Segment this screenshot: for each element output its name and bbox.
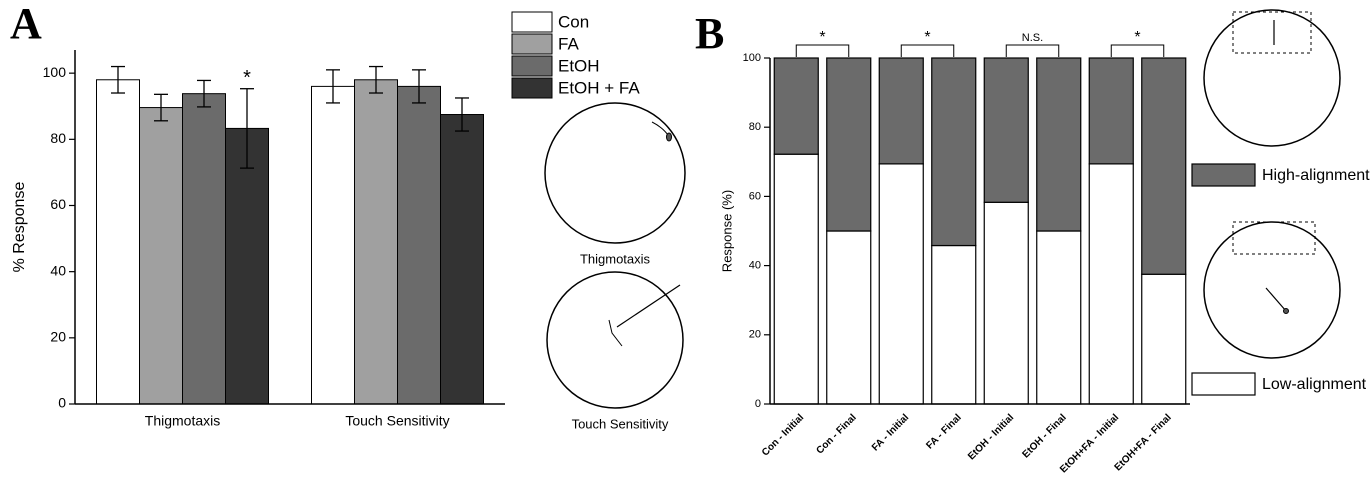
bar-segment — [826, 230, 872, 405]
probe-line — [616, 284, 681, 328]
error-bar — [111, 65, 125, 94]
x-tick-label: EtOH - Initial — [966, 412, 1016, 462]
fish — [608, 319, 623, 347]
bar-segment — [1141, 57, 1187, 275]
bar — [182, 93, 226, 405]
bar — [354, 79, 398, 405]
error-bar — [154, 93, 168, 122]
diagram-label: Thigmotaxis — [580, 251, 651, 266]
bar — [225, 127, 269, 405]
y-tick-label: 100 — [743, 52, 761, 64]
x-tick-label: Con - Initial — [760, 412, 806, 458]
legend-swatch — [511, 33, 553, 55]
bar — [96, 79, 140, 405]
bar-segment — [1088, 57, 1134, 165]
x-tick-label: Thigmotaxis — [145, 413, 220, 429]
bar-segment — [878, 163, 924, 405]
y-tick-label: 60 — [50, 196, 66, 212]
y-tick-label: 20 — [50, 329, 66, 345]
bar-segment — [1036, 230, 1082, 405]
error-bar — [369, 65, 383, 94]
x-tick-label: EtOH+FA - Final — [1113, 412, 1174, 473]
bar-segment — [1088, 163, 1134, 405]
zone — [1232, 11, 1312, 54]
bar-segment — [931, 244, 977, 405]
legend-label: EtOH + FA — [558, 78, 640, 97]
comparison-label: * — [819, 29, 825, 46]
bar-segment — [878, 57, 924, 165]
bar-segment — [1141, 273, 1187, 405]
fish — [666, 132, 672, 142]
y-tick-label: 0 — [58, 395, 66, 411]
y-axis-label: Response (%) — [719, 190, 734, 272]
bar-segment — [826, 57, 872, 232]
legend-label: FA — [558, 34, 579, 53]
comparison-label: * — [1134, 29, 1140, 46]
arena-circle — [1203, 221, 1341, 359]
bar-segment — [983, 201, 1029, 405]
bar — [139, 107, 183, 405]
comparison-label: N.S. — [1022, 32, 1043, 44]
y-tick-label: 40 — [749, 260, 761, 272]
comparison-bracket — [795, 44, 850, 57]
bar — [311, 85, 355, 405]
y-tick-label: 80 — [749, 121, 761, 133]
error-bar — [240, 88, 254, 169]
fish-head — [1283, 308, 1289, 314]
y-tick-label: 100 — [43, 64, 67, 80]
diagram-label: Touch Sensitivity — [572, 416, 669, 431]
panel-label: B — [695, 9, 724, 58]
x-tick-label: EtOH - Final — [1020, 412, 1068, 460]
bar-segment — [773, 153, 819, 405]
legend-label: EtOH — [558, 56, 600, 75]
y-tick-label: 40 — [50, 262, 66, 278]
error-bar — [412, 69, 426, 104]
comparison-bracket — [1005, 44, 1060, 57]
y-tick-label: 60 — [749, 190, 761, 202]
y-axis-label: % Response — [11, 182, 28, 273]
legend-swatch — [1191, 372, 1256, 396]
error-bar — [326, 69, 340, 104]
y-tick-label: 80 — [50, 130, 66, 146]
error-bar — [197, 79, 211, 108]
legend-swatch — [511, 11, 553, 33]
legend-swatch — [511, 55, 553, 77]
y-tick-label: 20 — [749, 329, 761, 341]
legend-label: High-alignment — [1262, 167, 1370, 184]
bar-segment — [1036, 57, 1082, 232]
bar — [397, 85, 441, 405]
fish — [1265, 287, 1287, 312]
comparison-bracket — [1110, 44, 1165, 57]
x-tick-label: Touch Sensitivity — [345, 413, 449, 429]
bar-segment — [773, 57, 819, 155]
comparison-bracket — [900, 44, 955, 57]
x-tick-label: FA - Initial — [870, 412, 911, 453]
error-bar — [455, 97, 469, 132]
x-tick-label: Con - Final — [814, 412, 858, 456]
arena-circle — [546, 271, 684, 409]
legend-swatch — [1191, 163, 1256, 187]
arena-circle — [1203, 9, 1341, 147]
diagrams-a — [544, 102, 686, 409]
legend-label: Low-alignment — [1262, 376, 1367, 393]
arena-circle — [544, 102, 686, 244]
comparison-label: * — [924, 29, 930, 46]
zone — [1232, 221, 1316, 255]
x-tick-label: FA - Final — [924, 412, 963, 451]
bar-segment — [931, 57, 977, 247]
legend-label: Con — [558, 12, 589, 31]
bar — [440, 114, 484, 405]
bar-segment — [983, 57, 1029, 203]
legend-swatch — [511, 77, 553, 99]
panel-label: A — [10, 0, 42, 48]
y-tick-label: 0 — [755, 398, 761, 410]
significance-mark: * — [243, 67, 251, 89]
diagrams-b — [1203, 9, 1341, 359]
